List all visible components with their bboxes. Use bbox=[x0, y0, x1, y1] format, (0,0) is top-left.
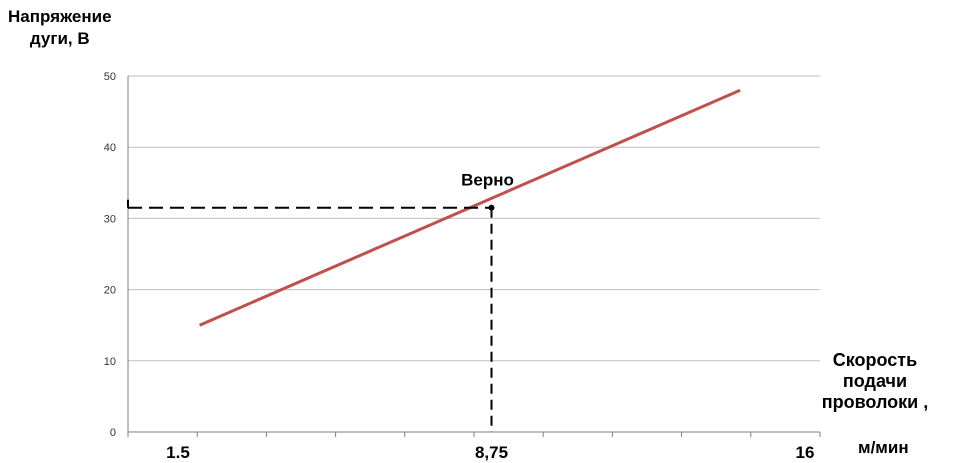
x-tick-label-0: 1.5 bbox=[166, 443, 190, 462]
y-tick-label-40: 40 bbox=[104, 142, 116, 154]
y-tick-label-10: 10 bbox=[104, 356, 116, 368]
y-tick-label-20: 20 bbox=[104, 285, 116, 297]
y-axis-label-line-2: дуги, В bbox=[29, 29, 90, 48]
y-tick-label-0: 0 bbox=[110, 427, 116, 439]
annotation-point bbox=[488, 204, 495, 211]
y-tick-label-50: 50 bbox=[104, 71, 116, 83]
y-tick-label-30: 30 bbox=[104, 213, 116, 225]
annotation-label: Верно bbox=[461, 171, 514, 190]
y-axis-label-line-1: Напряжение bbox=[8, 7, 112, 26]
x-axis-label: Скорость подачи проволоки , bbox=[800, 350, 950, 413]
x-axis-unit: м/мин bbox=[858, 438, 909, 457]
y-axis-label: Напряжение дуги, В bbox=[8, 6, 112, 50]
x-axis-label-line-3: проволоки , bbox=[821, 392, 929, 412]
x-tick-label-2: 16 bbox=[796, 443, 815, 462]
x-axis-label-line-1: Скорость bbox=[832, 350, 918, 370]
x-tick-label-1: 8,75 bbox=[475, 443, 508, 462]
x-axis-label-line-2: подачи bbox=[842, 371, 908, 391]
